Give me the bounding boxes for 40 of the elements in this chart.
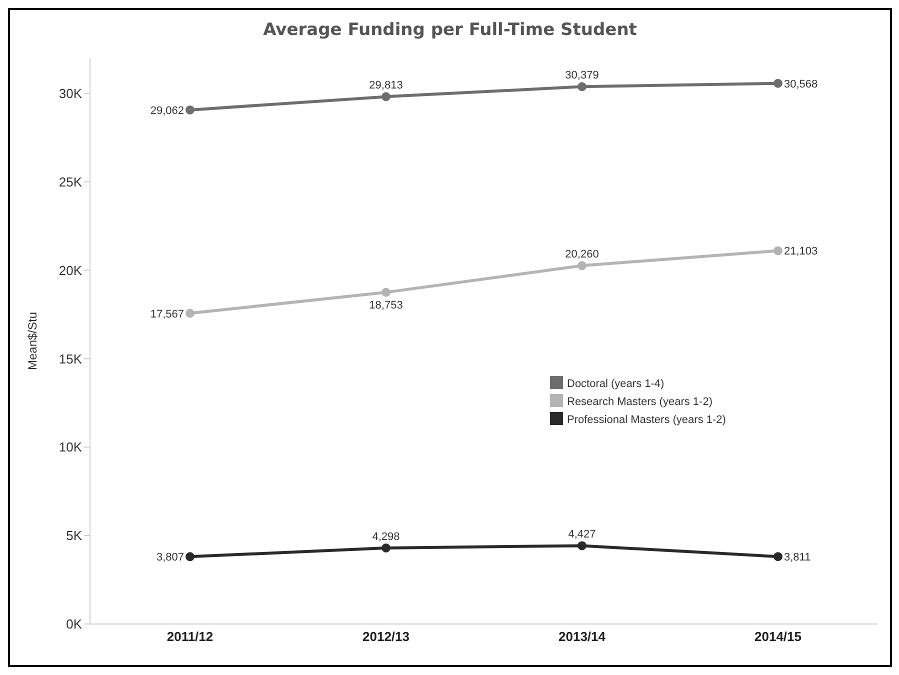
y-tick-label: 30K (58, 86, 82, 101)
y-tick-label: 10K (58, 440, 82, 455)
point (186, 308, 194, 318)
data-label: 29,813 (369, 80, 403, 92)
chart-title: Average Funding per Full-Time Student (262, 20, 638, 42)
point (186, 552, 194, 562)
point (774, 246, 782, 256)
data-label: 20,260 (565, 248, 599, 261)
y-tick-label: 25K (58, 174, 82, 190)
point (382, 288, 390, 297)
point (774, 78, 782, 88)
point (774, 552, 782, 562)
legend-label: Research Masters (years 1-2) (567, 396, 712, 408)
data-label: 30,379 (565, 70, 599, 82)
data-label: 3,807 (156, 552, 184, 564)
y-axis-title: Mean$/Stu (25, 312, 40, 370)
data-label: 3,811 (784, 552, 811, 564)
data-label: 29,062 (150, 104, 184, 117)
point (578, 541, 586, 550)
x-tick-label: 2012/13 (362, 629, 410, 644)
point (186, 105, 194, 114)
data-label: 4,298 (372, 530, 400, 543)
point (382, 543, 390, 552)
point (382, 92, 390, 102)
legend-label: Doctoral (years 1-4) (567, 378, 664, 390)
x-tick-label: 2011/12 (166, 629, 214, 644)
legend-label: Professional Masters (years 1-2) (567, 414, 726, 426)
data-label: 30,568 (784, 78, 818, 90)
y-tick-label: 15K (58, 351, 82, 366)
x-tick-label: 2013/14 (558, 629, 606, 644)
point (578, 82, 586, 92)
x-tick-label: 2014/15 (754, 629, 802, 644)
data-label: 21,103 (784, 246, 818, 258)
data-label: 18,753 (369, 299, 403, 312)
y-tick-label: 0K (66, 616, 82, 632)
point (578, 261, 586, 270)
y-tick-label: 5K (66, 528, 82, 544)
data-label: 17,567 (150, 308, 184, 320)
y-tick-label: 20K (58, 262, 82, 278)
data-label: 4,427 (568, 528, 596, 541)
